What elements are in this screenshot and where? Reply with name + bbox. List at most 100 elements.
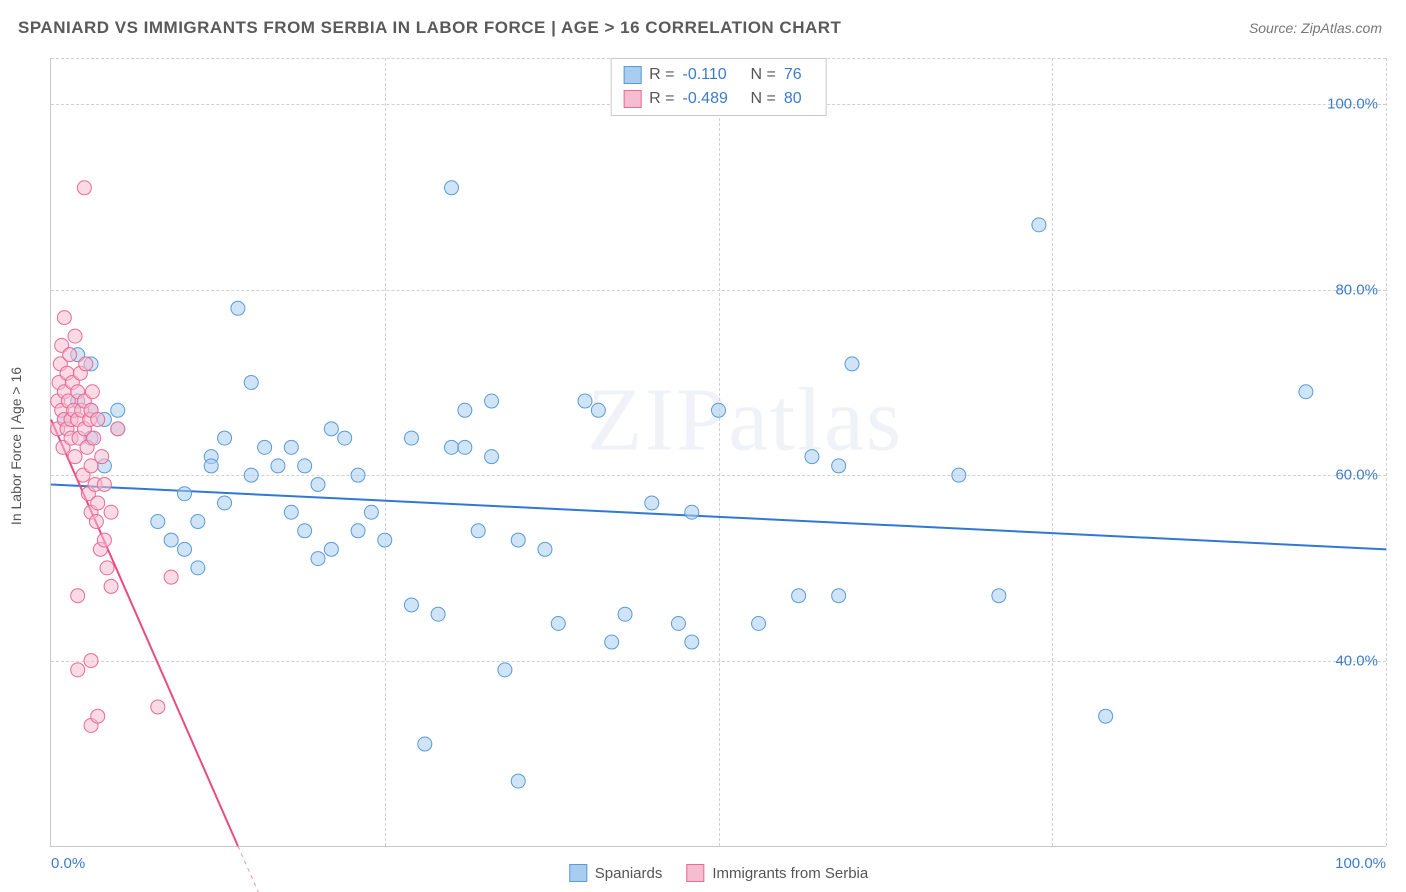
point-serbia [77, 181, 91, 195]
legend-label: Spaniards [595, 865, 663, 882]
point-serbia [79, 357, 93, 371]
point-spaniards [805, 450, 819, 464]
point-spaniards [445, 440, 459, 454]
point-spaniards [458, 440, 472, 454]
point-spaniards [712, 403, 726, 417]
point-spaniards [618, 607, 632, 621]
corr-row-spaniards: R = -0.110 N = 76 [623, 63, 814, 87]
corr-row-serbia: R =-0.489N =80 [623, 87, 814, 111]
y-tick: 40.0% [1335, 652, 1378, 669]
regression-line-spaniards [51, 484, 1386, 549]
source-label: Source: ZipAtlas.com [1249, 20, 1382, 36]
point-spaniards [605, 635, 619, 649]
point-spaniards [191, 515, 205, 529]
point-spaniards [578, 394, 592, 408]
x-tick: 100.0% [1335, 855, 1386, 872]
point-serbia [91, 496, 105, 510]
header: SPANIARD VS IMMIGRANTS FROM SERBIA IN LA… [0, 0, 1406, 44]
point-spaniards [485, 394, 499, 408]
point-spaniards [271, 459, 285, 473]
point-serbia [91, 709, 105, 723]
point-serbia [71, 663, 85, 677]
legend-item-spaniards: Spaniards [569, 864, 663, 882]
point-serbia [111, 422, 125, 436]
point-spaniards [992, 589, 1006, 603]
point-spaniards [645, 496, 659, 510]
swatch-serbia [623, 90, 641, 108]
point-spaniards [244, 468, 258, 482]
point-spaniards [178, 487, 192, 501]
point-spaniards [218, 496, 232, 510]
point-serbia [89, 515, 103, 529]
scatter-svg [51, 58, 1386, 846]
point-spaniards [404, 598, 418, 612]
point-spaniards [671, 617, 685, 631]
point-spaniards [551, 617, 565, 631]
point-spaniards [298, 524, 312, 538]
y-tick: 100.0% [1327, 96, 1378, 113]
x-tick: 0.0% [51, 855, 85, 872]
point-spaniards [1032, 218, 1046, 232]
r-label: R = [649, 63, 674, 87]
legend-label: Immigrants from Serbia [712, 865, 868, 882]
point-spaniards [364, 505, 378, 519]
point-spaniards [284, 505, 298, 519]
point-serbia [104, 579, 118, 593]
point-serbia [63, 348, 77, 362]
n-value: 76 [784, 63, 814, 87]
point-serbia [97, 477, 111, 491]
point-spaniards [311, 552, 325, 566]
point-spaniards [1099, 709, 1113, 723]
point-spaniards [1299, 385, 1313, 399]
point-spaniards [752, 617, 766, 631]
point-spaniards [832, 589, 846, 603]
point-serbia [87, 431, 101, 445]
n-value: 80 [784, 87, 814, 111]
point-spaniards [471, 524, 485, 538]
point-spaniards [258, 440, 272, 454]
n-label: N = [751, 63, 776, 87]
point-spaniards [418, 737, 432, 751]
point-serbia [104, 505, 118, 519]
correlation-legend: R = -0.110 N = 76R = -0.489 N = 80 [610, 58, 827, 116]
point-serbia [57, 311, 71, 325]
series-legend: Spaniards Immigrants from Serbia [569, 864, 868, 882]
point-spaniards [538, 542, 552, 556]
point-spaniards [485, 450, 499, 464]
point-spaniards [498, 663, 512, 677]
r-value: -0.489 [683, 87, 743, 111]
point-serbia [97, 533, 111, 547]
point-spaniards [324, 422, 338, 436]
point-serbia [71, 589, 85, 603]
legend-swatch-serbia [686, 864, 704, 882]
point-serbia [164, 570, 178, 584]
point-serbia [85, 385, 99, 399]
point-spaniards [111, 403, 125, 417]
point-serbia [151, 700, 165, 714]
point-spaniards [431, 607, 445, 621]
y-axis-label: In Labor Force | Age > 16 [8, 367, 24, 525]
point-spaniards [404, 431, 418, 445]
swatch-spaniards [623, 66, 641, 84]
r-value: -0.110 [683, 63, 743, 87]
point-spaniards [511, 774, 525, 788]
point-spaniards [178, 542, 192, 556]
point-spaniards [511, 533, 525, 547]
point-serbia [91, 413, 105, 427]
point-spaniards [952, 468, 966, 482]
chart-title: SPANIARD VS IMMIGRANTS FROM SERBIA IN LA… [18, 18, 841, 38]
point-serbia [84, 654, 98, 668]
point-serbia [100, 561, 114, 575]
point-spaniards [244, 375, 258, 389]
y-tick: 80.0% [1335, 281, 1378, 298]
point-serbia [68, 450, 82, 464]
point-spaniards [151, 515, 165, 529]
point-spaniards [685, 505, 699, 519]
legend-item-serbia: Immigrants from Serbia [686, 864, 868, 882]
point-spaniards [298, 459, 312, 473]
point-spaniards [458, 403, 472, 417]
point-spaniards [792, 589, 806, 603]
n-label: N = [751, 87, 776, 111]
plot-area: ZIPatlas R =-0.110N =76R =-0.489N =80 Sp… [50, 58, 1386, 847]
point-spaniards [351, 468, 365, 482]
